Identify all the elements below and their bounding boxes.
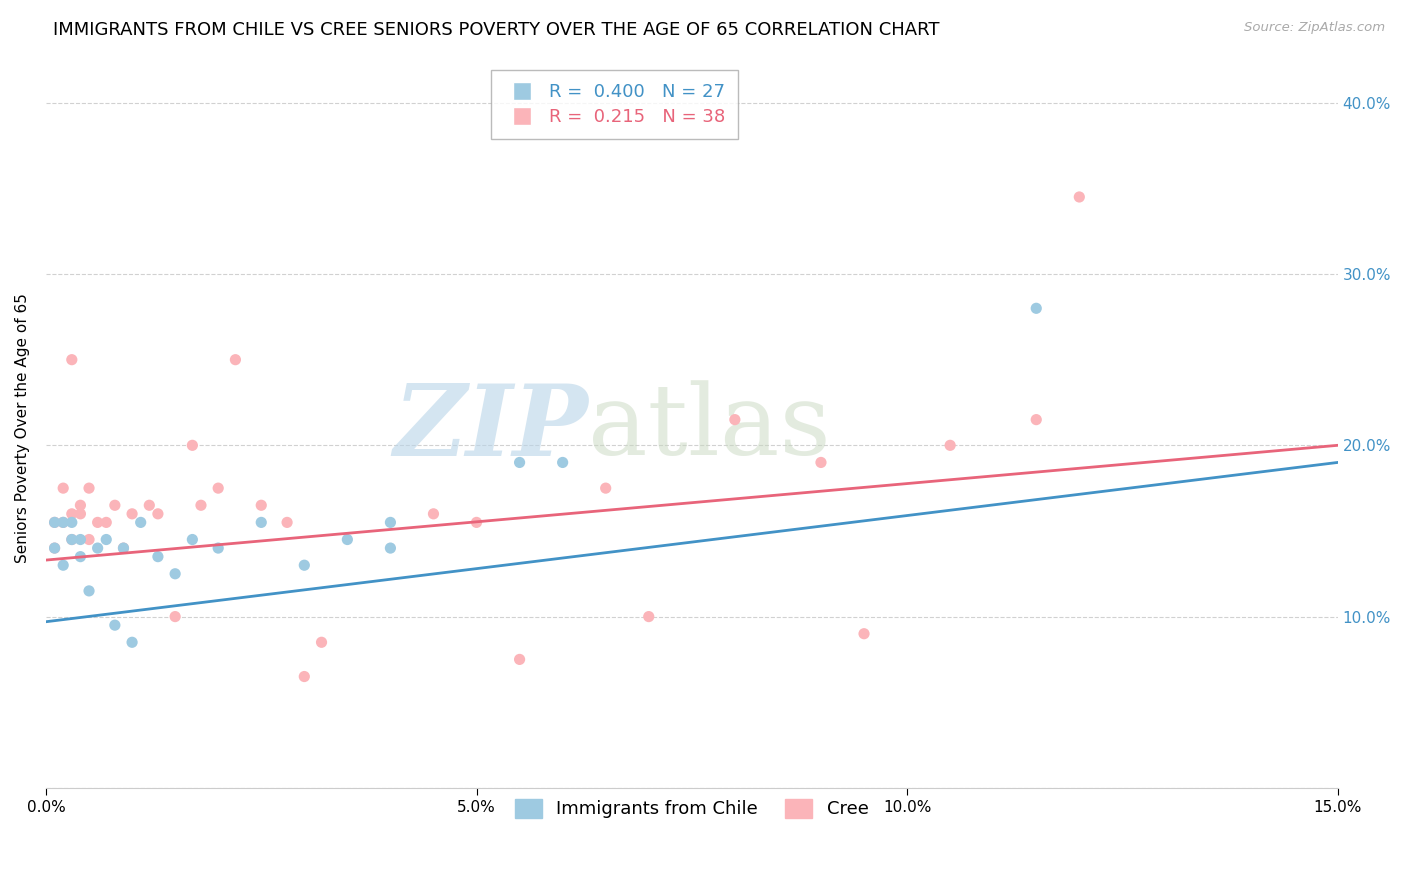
Point <box>380 541 402 555</box>
Point <box>224 352 246 367</box>
Point <box>121 635 143 649</box>
Point <box>60 507 83 521</box>
Point <box>77 481 100 495</box>
Point <box>104 498 127 512</box>
Text: IMMIGRANTS FROM CHILE VS CREE SENIORS POVERTY OVER THE AGE OF 65 CORRELATION CHA: IMMIGRANTS FROM CHILE VS CREE SENIORS PO… <box>53 21 941 38</box>
Point <box>60 533 83 547</box>
Point <box>69 549 91 564</box>
Point <box>96 516 118 530</box>
Point <box>1025 301 1047 316</box>
Legend: Immigrants from Chile, Cree: Immigrants from Chile, Cree <box>508 792 876 826</box>
Point <box>44 516 66 530</box>
Point <box>60 352 83 367</box>
Point <box>1025 412 1047 426</box>
Point <box>595 481 617 495</box>
Point <box>52 516 75 530</box>
Point <box>276 516 298 530</box>
Point <box>52 481 75 495</box>
Point <box>336 533 359 547</box>
Point <box>939 438 962 452</box>
Point <box>52 516 75 530</box>
Point <box>69 533 91 547</box>
Point <box>181 533 204 547</box>
Point <box>250 516 273 530</box>
Point <box>86 516 108 530</box>
Y-axis label: Seniors Poverty Over the Age of 65: Seniors Poverty Over the Age of 65 <box>15 293 30 563</box>
Point <box>292 558 315 573</box>
Point <box>69 507 91 521</box>
Point <box>52 558 75 573</box>
Point <box>551 455 574 469</box>
Point <box>311 635 333 649</box>
Point <box>60 516 83 530</box>
Point <box>112 541 135 555</box>
Point <box>104 618 127 632</box>
Point <box>207 541 229 555</box>
Point <box>810 455 832 469</box>
Point <box>77 583 100 598</box>
Point <box>190 498 212 512</box>
Point <box>96 533 118 547</box>
Point <box>1069 190 1091 204</box>
Point <box>146 507 169 521</box>
Point <box>129 516 152 530</box>
Text: Source: ZipAtlas.com: Source: ZipAtlas.com <box>1244 21 1385 34</box>
Point <box>77 533 100 547</box>
Point <box>853 626 876 640</box>
Point <box>165 566 187 581</box>
Point <box>422 507 444 521</box>
Point <box>292 669 315 683</box>
Point <box>44 516 66 530</box>
Point <box>181 438 204 452</box>
Point <box>44 541 66 555</box>
Point <box>86 541 108 555</box>
Point <box>121 507 143 521</box>
Point <box>250 498 273 512</box>
Point <box>138 498 160 512</box>
Point <box>44 541 66 555</box>
Text: atlas: atlas <box>589 380 831 476</box>
Point <box>509 652 531 666</box>
Point <box>69 498 91 512</box>
Point <box>207 481 229 495</box>
Point <box>60 533 83 547</box>
Text: ZIP: ZIP <box>394 380 589 476</box>
Point <box>146 549 169 564</box>
Point <box>465 516 488 530</box>
Point <box>112 541 135 555</box>
Point <box>637 609 659 624</box>
Point <box>724 412 747 426</box>
Point <box>380 516 402 530</box>
Point <box>509 455 531 469</box>
Point <box>165 609 187 624</box>
